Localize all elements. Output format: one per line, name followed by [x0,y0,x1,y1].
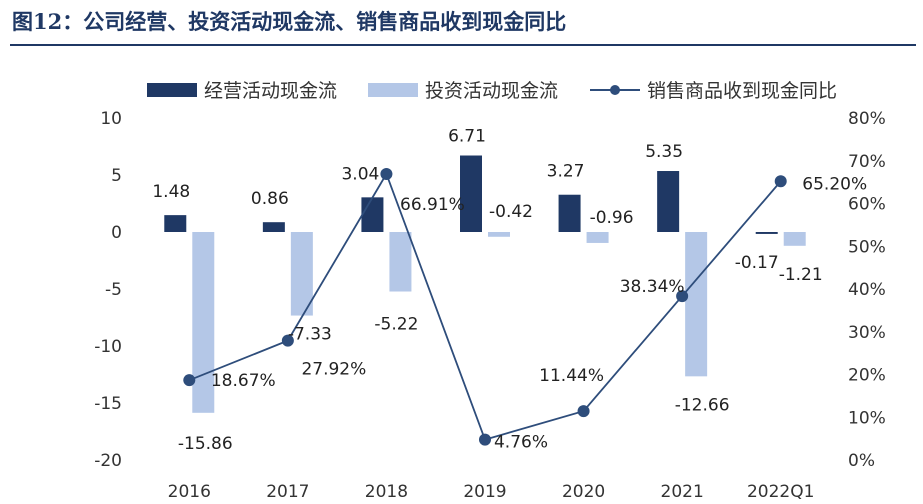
line-data-label: 27.92% [301,360,366,380]
line-data-label: 18.67% [211,371,276,391]
line-data-label: 11.44% [539,366,604,386]
investing-data-label: -1.21 [779,265,823,285]
legend-swatch-operating [147,83,197,97]
investing-data-label: -5.22 [374,315,418,335]
y-right-tick-label: 0% [848,451,875,471]
y-right-tick-label: 40% [848,280,886,300]
operating-cashflow-bar [164,215,187,232]
figure-title: 图12：公司经营、投资活动现金流、销售商品收到现金同比 [12,9,567,34]
sales-cash-yoy-point [380,167,393,180]
y-right-tick-label: 80% [848,109,886,129]
legend-label-line: 销售商品收到现金同比 [647,80,837,102]
line-data-label: 65.20% [802,174,867,194]
y-left-tick-label: -15 [94,394,122,414]
y-left-tick-label: 10 [100,109,122,129]
y-right-tick-label: 20% [848,366,886,386]
investing-data-label: -12.66 [675,395,730,415]
operating-data-label: 1.48 [152,182,190,202]
operating-cashflow-bar [657,171,680,232]
y-left-tick-label: 5 [111,166,122,186]
y-left-tick-label: 0 [111,223,122,243]
x-tick-label: 2018 [365,482,408,502]
legend-label-investing: 投资活动现金流 [425,80,558,102]
y-right-tick-label: 70% [848,152,886,172]
operating-cashflow-bar [558,194,581,232]
x-tick-label: 2016 [168,482,211,502]
operating-data-label: 6.71 [448,127,486,147]
y-right-tick-label: 10% [848,408,886,428]
operating-cashflow-bar [361,197,384,232]
y-right-tick-label: 60% [848,195,886,215]
operating-data-label: 0.86 [251,189,289,209]
x-tick-label: 2020 [562,482,605,502]
operating-cashflow-bar [262,222,285,232]
investing-cashflow-bar [685,232,708,377]
operating-data-label: 3.04 [341,164,379,184]
operating-cashflow-bar [460,155,482,232]
investing-data-label: -0.42 [489,202,533,222]
sales-cash-yoy-point [281,334,294,347]
sales-cash-yoy-point [774,175,787,188]
sales-cash-yoy-point [183,374,196,387]
legend-swatch-investing [368,83,418,97]
sales-cash-yoy-point [577,405,590,418]
line-data-label: 38.34% [620,277,685,297]
investing-cashflow-bar [783,232,806,246]
investing-cashflow-bar [488,232,510,237]
operating-data-label: -0.17 [735,253,779,273]
x-tick-label: 2021 [661,482,704,502]
investing-data-label: -15.86 [178,434,233,454]
title-underline [10,44,916,46]
line-data-label: 4.76% [494,433,548,453]
operating-data-label: 5.35 [645,142,683,162]
x-tick-label: 2022Q1 [747,482,814,502]
legend-label-operating: 经营活动现金流 [204,80,337,102]
investing-cashflow-bar [586,232,609,243]
investing-cashflow-bar [192,232,215,413]
y-right-tick-label: 50% [848,237,886,257]
y-right-tick-label: 30% [848,323,886,343]
x-tick-label: 2019 [463,482,506,502]
y-left-tick-label: -5 [105,280,122,300]
operating-cashflow-bar [755,232,778,234]
investing-data-label: -0.96 [590,208,634,228]
sales-cash-yoy-point [676,290,689,303]
operating-data-label: 3.27 [547,162,585,182]
investing-data-label: -7.33 [288,325,332,345]
sales-cash-yoy-point [479,433,491,446]
investing-cashflow-bar [389,232,412,292]
x-tick-label: 2017 [266,482,309,502]
line-data-label: 66.91% [400,195,465,215]
y-left-tick-label: -10 [94,337,122,357]
investing-cashflow-bar [290,232,313,316]
y-left-tick-label: -20 [94,451,122,471]
legend-swatch-line-marker [610,85,620,95]
